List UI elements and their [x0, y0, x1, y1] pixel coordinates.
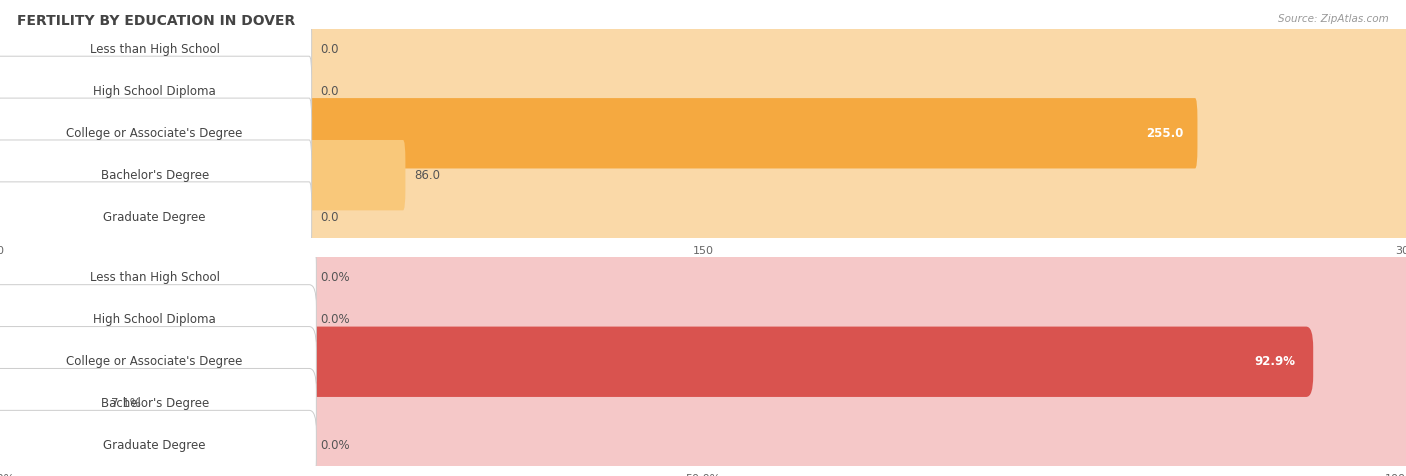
FancyBboxPatch shape [0, 56, 1406, 127]
FancyBboxPatch shape [0, 368, 1406, 439]
Text: 0.0: 0.0 [321, 85, 339, 98]
Bar [0, 383, 1406, 425]
FancyBboxPatch shape [0, 368, 316, 439]
Text: Less than High School: Less than High School [90, 43, 219, 56]
Bar [0, 341, 1406, 383]
Text: 0.0: 0.0 [321, 43, 339, 56]
FancyBboxPatch shape [0, 410, 316, 476]
FancyBboxPatch shape [0, 368, 107, 439]
Text: Less than High School: Less than High School [90, 271, 219, 285]
FancyBboxPatch shape [0, 140, 312, 210]
FancyBboxPatch shape [0, 243, 316, 313]
Bar [0, 196, 1406, 238]
Bar [0, 112, 1406, 154]
Text: Source: ZipAtlas.com: Source: ZipAtlas.com [1278, 14, 1389, 24]
FancyBboxPatch shape [0, 285, 1406, 355]
Text: College or Associate's Degree: College or Associate's Degree [66, 355, 243, 368]
Bar [0, 425, 1406, 466]
Text: 92.9%: 92.9% [1254, 355, 1295, 368]
FancyBboxPatch shape [0, 327, 316, 397]
FancyBboxPatch shape [0, 243, 1406, 313]
FancyBboxPatch shape [0, 285, 316, 355]
Text: High School Diploma: High School Diploma [93, 313, 217, 327]
FancyBboxPatch shape [0, 182, 1406, 252]
FancyBboxPatch shape [0, 98, 312, 169]
FancyBboxPatch shape [0, 327, 1406, 397]
FancyBboxPatch shape [0, 140, 405, 210]
Bar [0, 299, 1406, 341]
Text: Bachelor's Degree: Bachelor's Degree [101, 169, 208, 182]
Text: 0.0%: 0.0% [321, 313, 350, 327]
FancyBboxPatch shape [0, 14, 1406, 85]
FancyBboxPatch shape [0, 56, 312, 127]
Text: 86.0: 86.0 [415, 169, 440, 182]
FancyBboxPatch shape [0, 182, 312, 252]
Bar [0, 70, 1406, 112]
Text: High School Diploma: High School Diploma [93, 85, 217, 98]
FancyBboxPatch shape [0, 140, 1406, 210]
Bar [0, 29, 1406, 70]
Text: Bachelor's Degree: Bachelor's Degree [101, 397, 208, 410]
Text: 0.0: 0.0 [321, 210, 339, 224]
Text: Graduate Degree: Graduate Degree [104, 439, 205, 452]
FancyBboxPatch shape [0, 98, 1198, 169]
Bar [0, 154, 1406, 196]
Text: 255.0: 255.0 [1146, 127, 1184, 140]
Text: Graduate Degree: Graduate Degree [104, 210, 205, 224]
Text: FERTILITY BY EDUCATION IN DOVER: FERTILITY BY EDUCATION IN DOVER [17, 14, 295, 28]
FancyBboxPatch shape [0, 14, 312, 85]
Text: 0.0%: 0.0% [321, 439, 350, 452]
Text: 7.1%: 7.1% [111, 397, 141, 410]
Text: 0.0%: 0.0% [321, 271, 350, 285]
FancyBboxPatch shape [0, 410, 1406, 476]
FancyBboxPatch shape [0, 327, 1313, 397]
Bar [0, 257, 1406, 299]
FancyBboxPatch shape [0, 98, 1406, 169]
Text: College or Associate's Degree: College or Associate's Degree [66, 127, 243, 140]
